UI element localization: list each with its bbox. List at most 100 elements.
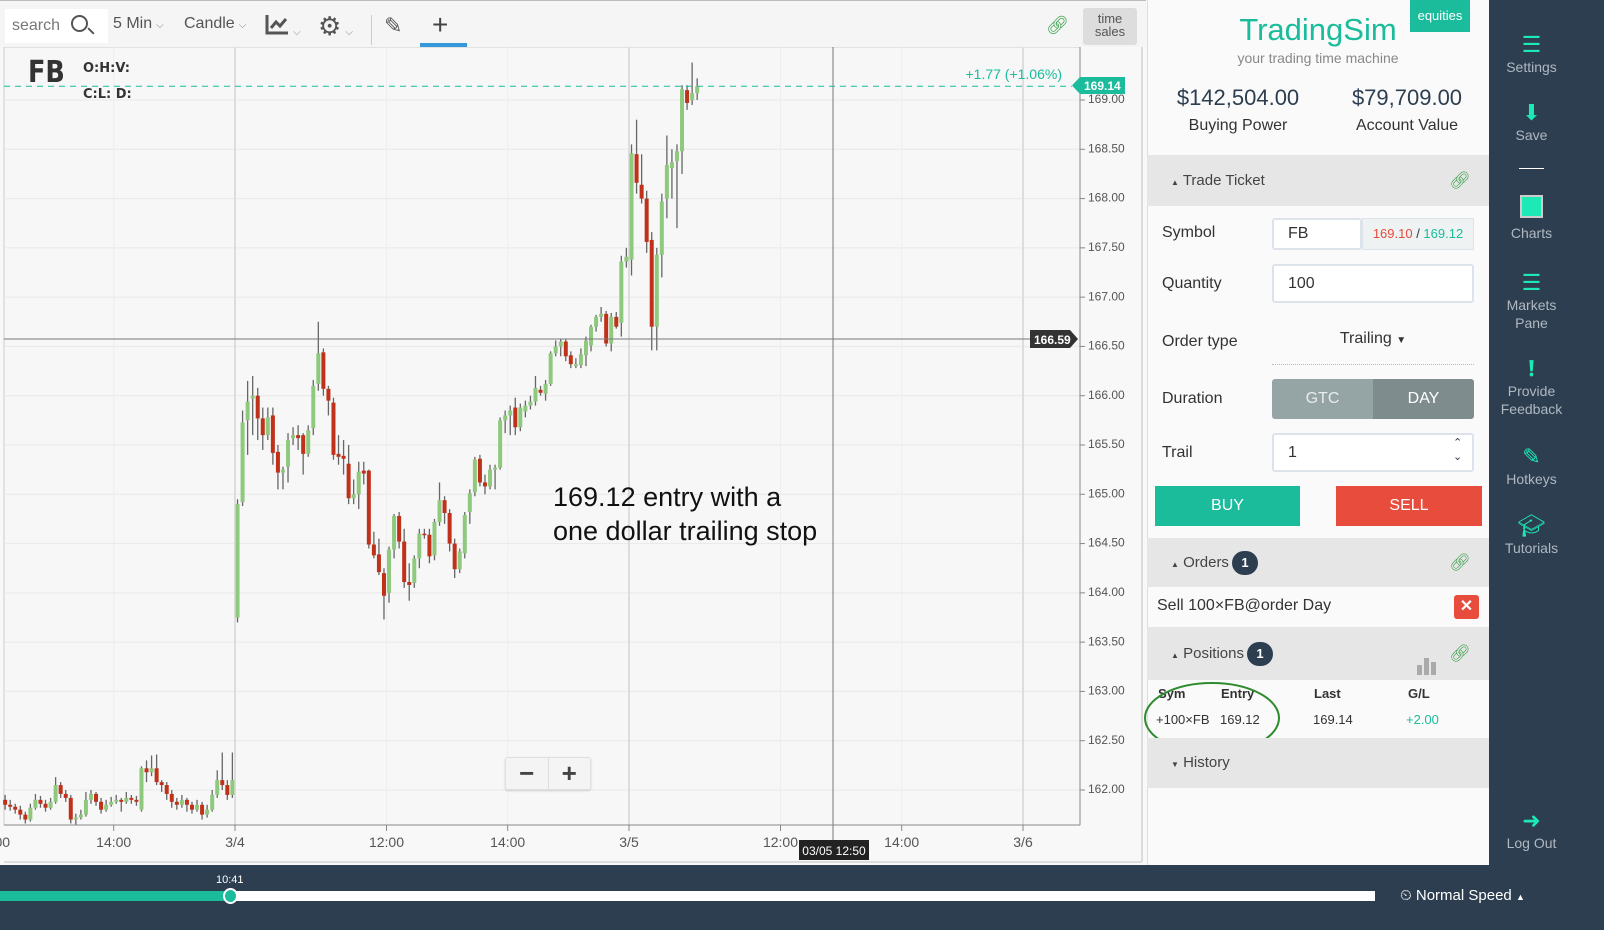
trail-label: Trail: [1162, 444, 1193, 461]
y-tick-label: 167.00: [1088, 289, 1125, 303]
candle-body: [553, 346, 558, 354]
ask-price: 169.12: [1423, 226, 1464, 241]
sidebar-item-settings[interactable]: ☰ Settings: [1489, 32, 1574, 76]
candle-body: [154, 768, 159, 783]
candle-body: [644, 198, 649, 242]
clock-icon: ⏲: [1400, 887, 1412, 904]
candle-body: [255, 395, 260, 419]
playback-handle[interactable]: [222, 888, 238, 904]
sidebar-item-tutorials[interactable]: 🎓︎ Tutorials: [1489, 513, 1574, 557]
candle-body: [250, 395, 255, 399]
order-type-dropdown[interactable]: Trailing ▼: [1272, 330, 1474, 365]
x-tick-label: 3/6: [1013, 834, 1033, 850]
caret-down-icon: ▼: [1396, 335, 1407, 346]
buying-power-label: Buying Power: [1188, 117, 1288, 134]
market-tab-equities[interactable]: equities: [1410, 0, 1470, 32]
positions-header[interactable]: ▲ Positions 1 🔗︎: [1147, 627, 1489, 680]
candle-body: [189, 804, 194, 810]
candle-body: [245, 401, 250, 421]
speed-dropdown[interactable]: ⏲ Normal Speed ▲: [1400, 887, 1525, 904]
orders-header[interactable]: ▲ Orders 1 🔗︎: [1147, 538, 1489, 587]
position-last: 169.14: [1313, 712, 1353, 727]
cancel-order-button[interactable]: ✕: [1454, 595, 1479, 619]
candle-body: [174, 801, 179, 805]
candle-body: [63, 793, 68, 798]
link-icon[interactable]: 🔗︎: [1046, 15, 1069, 35]
playback-slider[interactable]: [0, 891, 1375, 901]
position-sym: +100×FB: [1156, 712, 1210, 727]
candle-body: [482, 482, 487, 487]
symbol-search-input[interactable]: search: [5, 9, 108, 43]
candle-body: [28, 807, 33, 820]
time-sales-button[interactable]: time sales: [1083, 8, 1137, 45]
brand-tagline: your trading time machine: [1237, 50, 1399, 66]
graduation-cap-icon: 🎓︎: [1517, 513, 1546, 538]
interval-dropdown[interactable]: 5 Min ⌵: [113, 15, 164, 32]
chart-annotation: 169.12 entry with a one dollar trailing …: [553, 482, 818, 546]
zoom-in-button[interactable]: +: [561, 758, 577, 788]
account-value: $79,709.00: [1351, 85, 1463, 110]
sidebar-item-charts[interactable]: Charts: [1489, 195, 1574, 242]
candle-body: [664, 165, 669, 199]
sidebar-item-feedback[interactable]: ❗︎ Provide Feedback: [1489, 356, 1574, 418]
duration-gtc-button[interactable]: GTC: [1272, 379, 1373, 419]
candle-body: [18, 809, 23, 815]
sell-button[interactable]: SELL: [1336, 486, 1482, 526]
gear-icon: ⚙: [318, 11, 342, 41]
quantity-input[interactable]: 100: [1272, 264, 1474, 303]
draw-tool-button[interactable]: ✎: [384, 13, 402, 39]
y-tick-label: 162.00: [1088, 782, 1125, 796]
sidebar-item-save[interactable]: ⬇ Save: [1489, 100, 1574, 144]
candle-body: [134, 799, 139, 802]
buy-button[interactable]: BUY: [1155, 486, 1300, 526]
bar-chart-icon[interactable]: [1417, 644, 1437, 697]
candle-body: [3, 799, 8, 805]
duration-day-button[interactable]: DAY: [1373, 379, 1474, 419]
chart-plot-area: [3, 46, 1081, 826]
candle-body: [38, 799, 43, 804]
candle-body: [568, 355, 573, 365]
trail-input[interactable]: 1: [1272, 433, 1474, 472]
positions-count-badge: 1: [1246, 642, 1273, 666]
chart-toolbar: search 5 Min ⌵ Candle ⌵ ⌵ ⚙ ⌵ ✎ + 🔗︎ time s…: [0, 0, 1146, 47]
sidebar-item-markets-pane[interactable]: ☰ Markets Pane: [1489, 270, 1574, 332]
trail-stepper[interactable]: ⌃ ⌄: [1453, 437, 1463, 463]
candle-body: [200, 804, 205, 815]
candle-body: [109, 801, 114, 805]
candle-body: [412, 558, 417, 583]
sidebar-item-hotkeys[interactable]: ✎ Hotkeys: [1489, 444, 1574, 488]
candle-body: [220, 780, 225, 786]
x-tick-label: 12:00: [0, 834, 10, 850]
candle-body: [674, 151, 679, 162]
price-chart[interactable]: 162.00 162.50 163.00 163.50 164.00 164.50 165.…: [0, 0, 1146, 865]
crosshair-tool-button[interactable]: +: [432, 9, 448, 41]
crosshair-time-text: 03/05 12:50: [802, 844, 866, 858]
sidebar-item-logout[interactable]: ➜ Log Out: [1489, 808, 1574, 852]
candle-body: [169, 793, 174, 802]
candle-body: [578, 354, 583, 366]
link-icon[interactable]: 🔗︎: [1449, 171, 1471, 190]
link-icon: 🔗︎: [1449, 644, 1471, 663]
x-tick-label: 12:00: [763, 834, 798, 850]
candle-body: [225, 785, 230, 795]
symbol-input[interactable]: FB: [1272, 218, 1362, 250]
candle-body: [422, 533, 427, 536]
trade-ticket-header[interactable]: ▲ Trade Ticket 🔗︎: [1147, 155, 1489, 206]
candle-body: [296, 435, 301, 439]
y-tick-label: 167.50: [1088, 240, 1125, 254]
chart-type-dropdown[interactable]: Candle ⌵: [184, 15, 247, 32]
candle-body: [387, 549, 392, 593]
candle-body: [472, 459, 477, 493]
bid-ask-quote: 169.10 / 169.12: [1362, 218, 1474, 250]
zoom-out-button[interactable]: −: [506, 758, 549, 789]
caret-up-icon: ▲: [1515, 892, 1525, 902]
settings-dropdown[interactable]: ⚙ ⌵: [318, 11, 353, 42]
history-header[interactable]: ▼ History: [1147, 738, 1489, 788]
candle-body: [503, 415, 508, 421]
candle-body: [669, 162, 674, 169]
candle-body: [427, 534, 432, 557]
y-tick-label: 165.50: [1088, 437, 1125, 451]
candle-body: [260, 418, 265, 436]
indicators-dropdown[interactable]: ⌵: [265, 13, 301, 40]
candle-body: [452, 543, 457, 570]
